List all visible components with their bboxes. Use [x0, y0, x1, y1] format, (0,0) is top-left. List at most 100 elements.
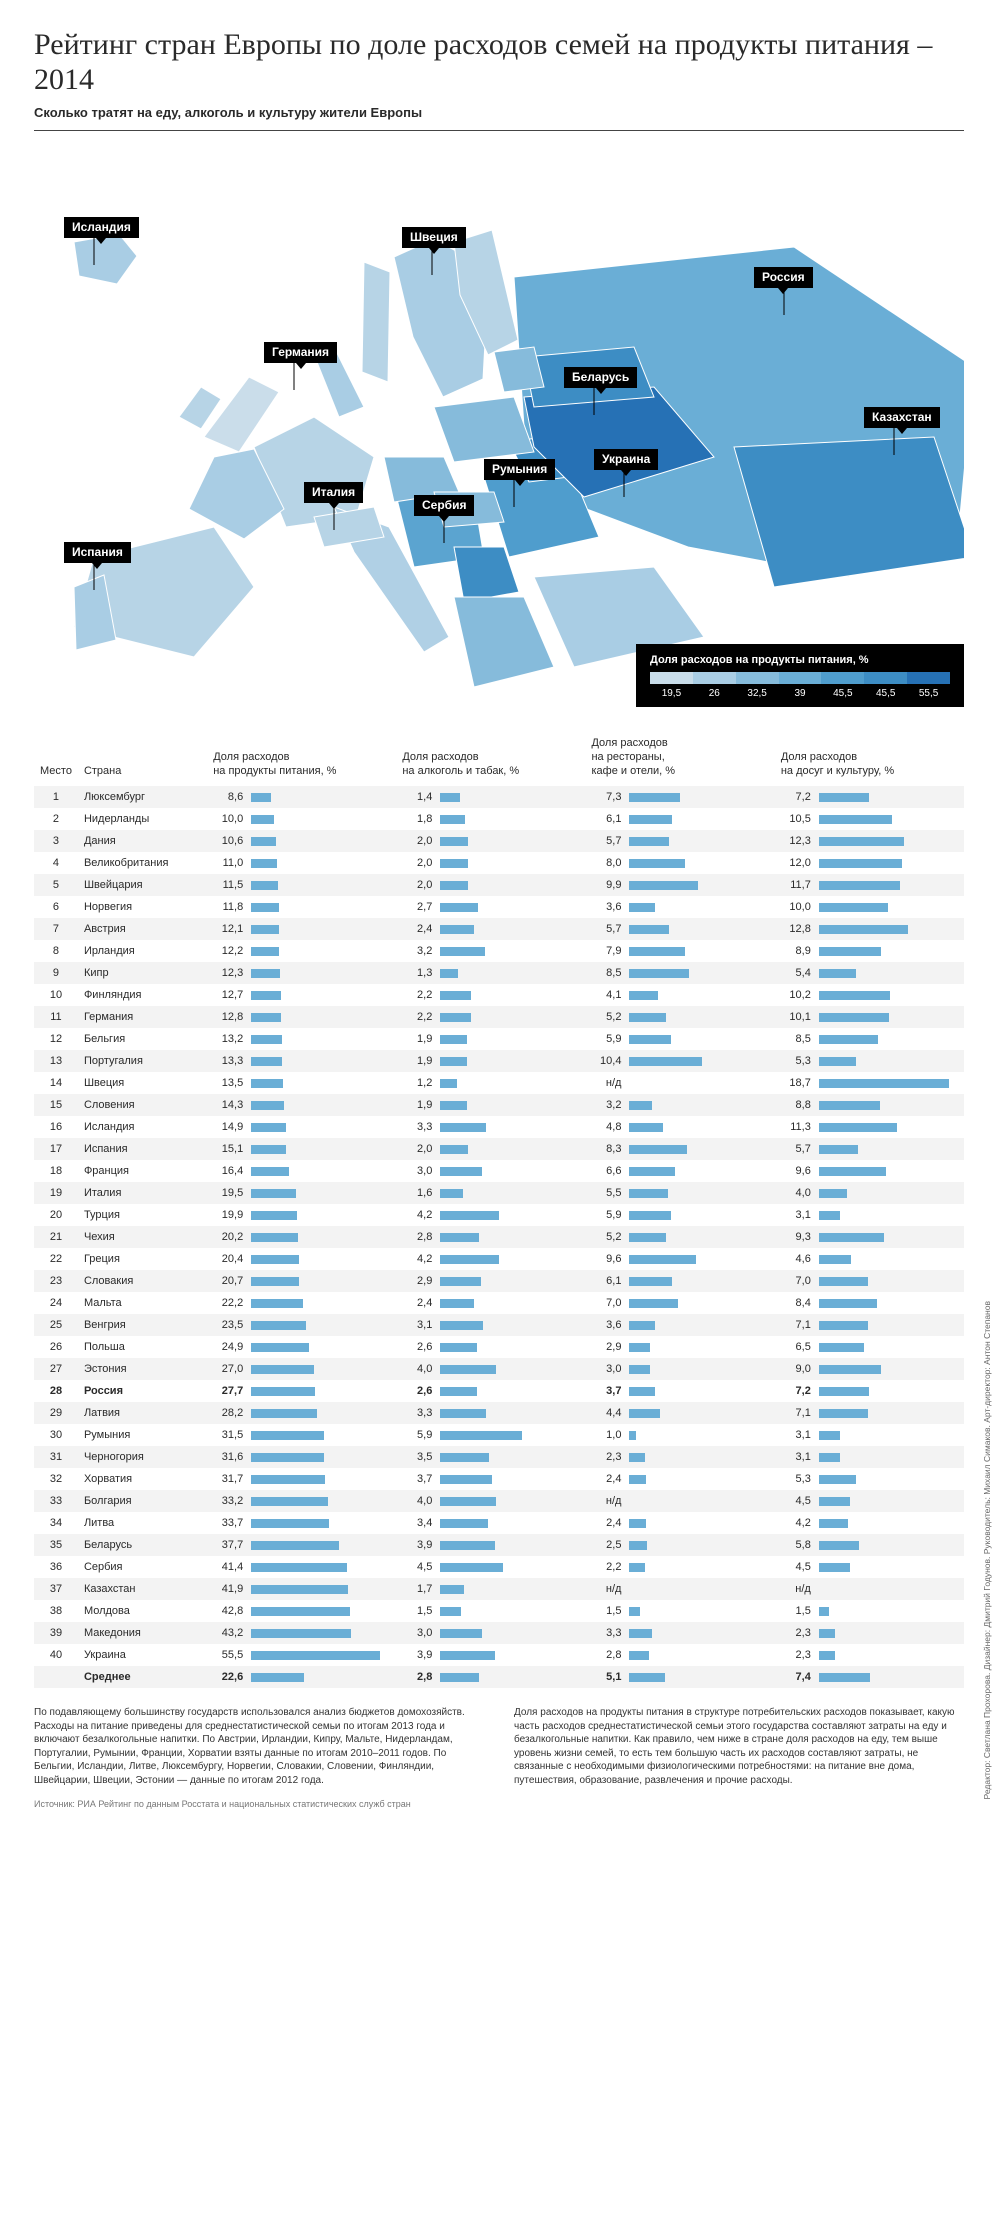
cell-leisure: 11,3 — [775, 1116, 964, 1138]
cell-rest: 8,0 — [585, 852, 774, 874]
table-row: 25Венгрия23,53,13,67,1 — [34, 1314, 964, 1336]
cell-rank: 18 — [34, 1160, 78, 1182]
table-row: 9Кипр12,31,38,55,4 — [34, 962, 964, 984]
cell-country: Мальта — [78, 1292, 207, 1314]
cell-alcohol: 3,0 — [396, 1160, 585, 1182]
map-region — [434, 397, 534, 462]
cell-rest: 5,2 — [585, 1006, 774, 1028]
cell-rank: 3 — [34, 830, 78, 852]
cell-rank: 7 — [34, 918, 78, 940]
cell-rest: 9,9 — [585, 874, 774, 896]
cell-food: 11,8 — [207, 896, 396, 918]
table-row: 12Бельгия13,21,95,98,5 — [34, 1028, 964, 1050]
cell-rest: 2,3 — [585, 1446, 774, 1468]
map-label: Россия — [754, 267, 813, 288]
cell-food: 43,2 — [207, 1622, 396, 1644]
credits-vertical: Редактор: Светлана Прохорова. Дизайнер: … — [982, 1301, 992, 1799]
cell-food: 42,8 — [207, 1600, 396, 1622]
cell-alcohol: 3,9 — [396, 1534, 585, 1556]
cell-food: 12,3 — [207, 962, 396, 984]
cell-country: Финляндия — [78, 984, 207, 1006]
cell-leisure: 8,5 — [775, 1028, 964, 1050]
cell-rest: 7,9 — [585, 940, 774, 962]
map-label: Украина — [594, 449, 658, 470]
cell-alcohol: 3,4 — [396, 1512, 585, 1534]
table-row: 7Австрия12,12,45,712,8 — [34, 918, 964, 940]
cell-country: Люксембург — [78, 786, 207, 808]
page-outer: Рейтинг стран Европы по доле расходов се… — [0, 0, 998, 1829]
cell-country: Дания — [78, 830, 207, 852]
cell-rank: 22 — [34, 1248, 78, 1270]
cell-rank: 14 — [34, 1072, 78, 1094]
cell-leisure: 4,5 — [775, 1490, 964, 1512]
cell-rank: 39 — [34, 1622, 78, 1644]
cell-country: Польша — [78, 1336, 207, 1358]
table-row: 20Турция19,94,25,93,1 — [34, 1204, 964, 1226]
cell-food: 13,2 — [207, 1028, 396, 1050]
table-row: 24Мальта22,22,47,08,4 — [34, 1292, 964, 1314]
col-rank: Место — [34, 733, 78, 786]
cell-country: Ирландия — [78, 940, 207, 962]
rankings-table: МестоСтранаДоля расходовна продукты пита… — [34, 733, 964, 1688]
cell-leisure: н/д — [775, 1578, 964, 1600]
cell-food: 22,2 — [207, 1292, 396, 1314]
cell-rest: 4,8 — [585, 1116, 774, 1138]
table-row: 30Румыния31,55,91,03,1 — [34, 1424, 964, 1446]
map-region — [362, 262, 390, 382]
table-row: 15Словения14,31,93,28,8 — [34, 1094, 964, 1116]
cell-food: 12,2 — [207, 940, 396, 962]
table-row: 17Испания15,12,08,35,7 — [34, 1138, 964, 1160]
cell-alcohol: 2,4 — [396, 1292, 585, 1314]
cell-alcohol: 3,9 — [396, 1644, 585, 1666]
cell-rest: 2,9 — [585, 1336, 774, 1358]
cell-country: Молдова — [78, 1600, 207, 1622]
cell-alcohol: 1,6 — [396, 1182, 585, 1204]
cell-food: 55,5 — [207, 1644, 396, 1666]
cell-country: Литва — [78, 1512, 207, 1534]
cell-alcohol: 1,5 — [396, 1600, 585, 1622]
cell-food: 31,7 — [207, 1468, 396, 1490]
cell-alcohol: 3,3 — [396, 1116, 585, 1138]
table-row: 27Эстония27,04,03,09,0 — [34, 1358, 964, 1380]
cell-alcohol: 1,8 — [396, 808, 585, 830]
cell-country: Венгрия — [78, 1314, 207, 1336]
cell-rest: 3,6 — [585, 896, 774, 918]
cell-food: 10,0 — [207, 808, 396, 830]
table-row: 33Болгария33,24,0н/д4,5 — [34, 1490, 964, 1512]
table-row: 6Норвегия11,82,73,610,0 — [34, 896, 964, 918]
cell-leisure: 8,9 — [775, 940, 964, 962]
cell-alcohol: 1,4 — [396, 786, 585, 808]
cell-alcohol: 3,7 — [396, 1468, 585, 1490]
legend-tick: 26 — [693, 688, 736, 699]
cell-country: Исландия — [78, 1116, 207, 1138]
legend-tick: 19,5 — [650, 688, 693, 699]
cell-alcohol: 1,3 — [396, 962, 585, 984]
cell-rest: 4,1 — [585, 984, 774, 1006]
map-svg — [34, 147, 964, 707]
cell-food: 41,9 — [207, 1578, 396, 1600]
cell-leisure: 5,8 — [775, 1534, 964, 1556]
cell-rank: 26 — [34, 1336, 78, 1358]
cell-food: 28,2 — [207, 1402, 396, 1424]
cell-alcohol: 5,9 — [396, 1424, 585, 1446]
cell-food: 20,2 — [207, 1226, 396, 1248]
cell-rest: 5,5 — [585, 1182, 774, 1204]
cell-food: 13,5 — [207, 1072, 396, 1094]
cell-country: Черногория — [78, 1446, 207, 1468]
cell-rank: 15 — [34, 1094, 78, 1116]
cell-rank: 27 — [34, 1358, 78, 1380]
cell-rank: 40 — [34, 1644, 78, 1666]
cell-alcohol: 3,0 — [396, 1622, 585, 1644]
cell-food: 24,9 — [207, 1336, 396, 1358]
cell-food: 8,6 — [207, 786, 396, 808]
table-row: 35Беларусь37,73,92,55,8 — [34, 1534, 964, 1556]
cell-alcohol: 1,9 — [396, 1028, 585, 1050]
cell-food: 31,5 — [207, 1424, 396, 1446]
cell-country: Великобритания — [78, 852, 207, 874]
cell-food: 19,5 — [207, 1182, 396, 1204]
cell-alcohol: 4,5 — [396, 1556, 585, 1578]
cell-alcohol: 3,1 — [396, 1314, 585, 1336]
cell-rest: 2,4 — [585, 1468, 774, 1490]
europe-map: ИсландияШвецияРоссияГерманияБеларусьКаза… — [34, 147, 964, 707]
cell-rest: 6,6 — [585, 1160, 774, 1182]
